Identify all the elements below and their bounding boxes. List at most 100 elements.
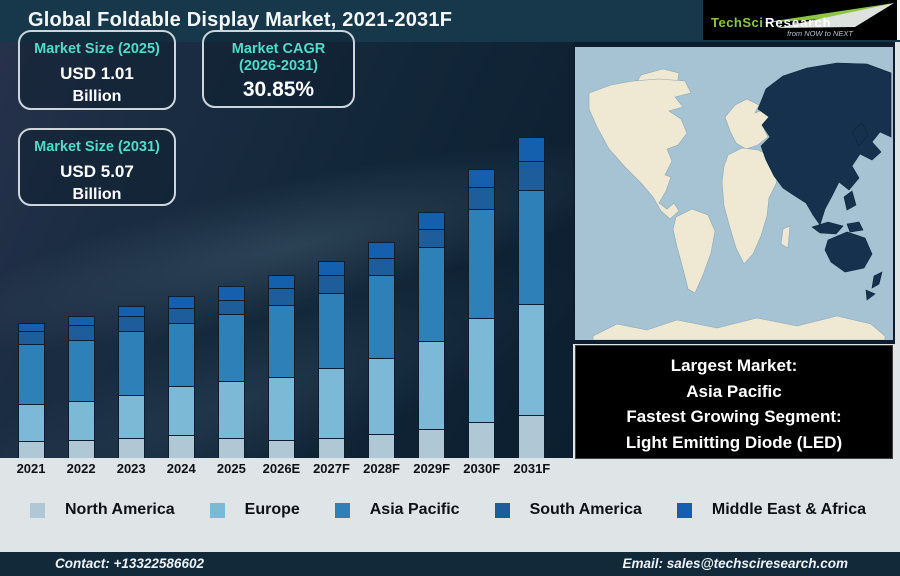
- legend-label: Europe: [244, 501, 300, 518]
- bar-2030F: [468, 169, 496, 458]
- segment-south-america-2029F: [418, 229, 446, 247]
- world-map-graphic: [575, 47, 893, 340]
- header-bar: Global Foldable Display Market, 2021-203…: [0, 0, 900, 42]
- bar-column-2030F: 2030F: [459, 42, 505, 480]
- bar-column-2031F: 2031F: [509, 42, 555, 480]
- legend-item-europe: Europe: [209, 501, 300, 519]
- segment-north-america-2028F: [368, 434, 396, 458]
- stat-card-market-cagr: Market CAGR (2026-2031) 30.85%: [202, 30, 355, 108]
- x-axis-label-2023: 2023: [116, 461, 146, 476]
- legend-label: Asia Pacific: [369, 501, 460, 518]
- x-axis-label-2026E: 2026E: [262, 461, 301, 476]
- bar-2025: [217, 286, 245, 458]
- map-north-america: [588, 78, 692, 220]
- x-axis-label-2028F: 2028F: [363, 461, 401, 476]
- segment-north-america-2022: [67, 440, 95, 458]
- legend: North America Europe Asia Pacific South Ame…: [0, 493, 900, 527]
- map-indonesia-highlight: [811, 221, 844, 235]
- logo-brand-text: TechSci: [711, 15, 763, 30]
- x-axis-label-2030F: 2030F: [463, 461, 501, 476]
- x-axis-label-2029F: 2029F: [413, 461, 451, 476]
- segment-south-america-2024: [167, 308, 195, 323]
- segment-north-america-2026E: [267, 440, 295, 458]
- footer-email: Email: sales@techsciresearch.com: [622, 556, 848, 571]
- segment-asia-pacific-2021: [17, 344, 45, 404]
- segment-europe-2024: [167, 386, 195, 435]
- stat-sublabel: (2026-2031): [239, 57, 318, 74]
- header-edge-strip: [897, 0, 900, 40]
- map-indonesia-east-highlight: [846, 221, 864, 233]
- highlight-info-box: Largest Market: Asia Pacific Fastest Gro…: [575, 345, 893, 459]
- segment-europe-2031F: [518, 304, 546, 415]
- brand-logo-graphic: TechSci Research from NOW to NEXT: [711, 3, 894, 38]
- segment-asia-pacific-2026E: [267, 305, 295, 377]
- legend-label: South America: [529, 501, 642, 518]
- segment-europe-2025: [217, 381, 245, 438]
- segment-asia-pacific-2024: [167, 323, 195, 386]
- legend-item-south-america: South America: [494, 501, 642, 519]
- stat-value: USD 1.01: [60, 63, 134, 83]
- segment-south-america-2023: [117, 316, 145, 331]
- segment-middle-east-africa-2028F: [368, 242, 396, 258]
- map-asia-highlight: [757, 62, 892, 226]
- stat-card-market-size-2025: Market Size (2025) USD 1.01 Billion: [18, 30, 176, 110]
- segment-asia-pacific-2027F: [318, 293, 345, 368]
- legend-item-middle-east-africa: Middle East & Africa: [676, 501, 866, 519]
- bar-2022: [67, 316, 95, 458]
- bar-column-2023: 2023: [108, 42, 154, 480]
- bar-column-2026E: 2026E: [258, 42, 304, 480]
- legend-label: North America: [65, 501, 175, 518]
- segment-europe-2027F: [318, 368, 345, 438]
- page-title: Global Foldable Display Market, 2021-203…: [28, 9, 453, 31]
- logo-brand2-text: Research: [765, 15, 832, 30]
- bar-2024: [167, 296, 195, 458]
- stat-label: Market Size (2025): [34, 41, 160, 57]
- logo-tagline: from NOW to NEXT: [787, 29, 854, 38]
- segment-asia-pacific-2028F: [368, 275, 396, 358]
- segment-middle-east-africa-2026E: [267, 275, 295, 288]
- segment-south-america-2027F: [318, 275, 345, 293]
- bar-column-2022: 2022: [58, 42, 104, 480]
- legend-label: Middle East & Africa: [711, 501, 866, 518]
- segment-middle-east-africa-2027F: [318, 261, 345, 275]
- legend-swatch-south-america: [494, 502, 510, 518]
- segment-middle-east-africa-2021: [17, 323, 45, 331]
- legend-swatch-middle-east-africa: [676, 502, 692, 518]
- segment-europe-2029F: [418, 341, 446, 429]
- map-new-zealand-north-highlight: [871, 271, 883, 289]
- segment-middle-east-africa-2030F: [468, 169, 496, 187]
- map-philippines-highlight: [843, 190, 857, 211]
- legend-swatch-europe: [209, 502, 225, 518]
- world-map: [575, 47, 893, 340]
- map-new-zealand-south-highlight: [865, 289, 876, 301]
- bar-column-2021: 2021: [8, 42, 54, 480]
- segment-south-america-2030F: [468, 187, 496, 209]
- bar-2029F: [418, 212, 446, 458]
- map-japan-highlight: [851, 122, 869, 147]
- bar-column-2028F: 2028F: [359, 42, 405, 480]
- segment-europe-2026E: [267, 377, 295, 440]
- x-axis-label-2025: 2025: [216, 461, 246, 476]
- fastest-segment-value: Light Emitting Diode (LED): [625, 432, 843, 452]
- map-australia-highlight: [824, 231, 873, 273]
- segment-north-america-2029F: [418, 429, 446, 458]
- segment-north-america-2024: [167, 435, 195, 458]
- stat-label: Market Size (2031): [34, 139, 160, 155]
- bar-2023: [117, 306, 145, 458]
- stat-unit: Billion: [72, 87, 122, 105]
- segment-asia-pacific-2025: [217, 314, 245, 381]
- segment-middle-east-africa-2031F: [518, 137, 546, 161]
- segment-europe-2023: [117, 395, 145, 438]
- stat-unit: Billion: [72, 185, 122, 203]
- x-axis-label-2022: 2022: [66, 461, 96, 476]
- segment-south-america-2022: [67, 325, 95, 340]
- stat-value: USD 5.07: [60, 161, 134, 181]
- largest-market-value: Asia Pacific: [686, 381, 782, 401]
- segment-south-america-2021: [17, 331, 45, 344]
- logo-arrow-icon: [761, 3, 894, 23]
- x-axis-label-2021: 2021: [16, 461, 46, 476]
- footer-bar: Contact: +13322586602 Email: sales@techs…: [0, 552, 900, 576]
- segment-north-america-2023: [117, 438, 145, 458]
- footer-contact: Contact: +13322586602: [55, 556, 204, 571]
